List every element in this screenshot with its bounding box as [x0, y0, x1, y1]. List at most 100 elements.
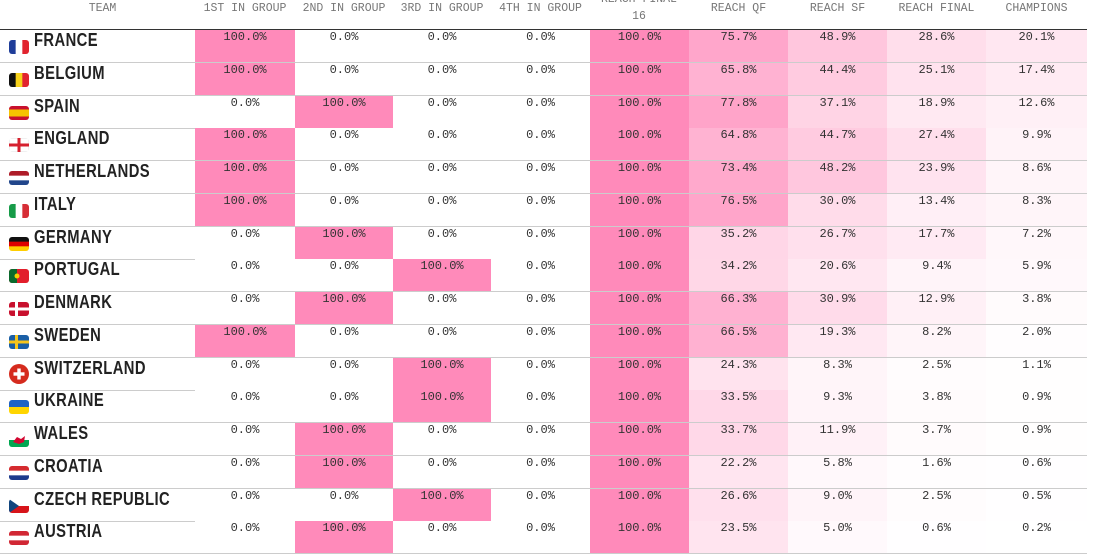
probability-cell: 100.0%	[295, 95, 393, 128]
probability-cell: 0.0%	[195, 488, 295, 521]
probability-cell: 18.9%	[887, 95, 986, 128]
probability-cell: 0.0%	[195, 292, 295, 324]
column-header: 4TH IN GROUP	[499, 2, 582, 15]
probability-cell: 77.8%	[689, 95, 788, 128]
probability-cell: 100.0%	[195, 128, 295, 161]
team-name: SPAIN	[34, 95, 81, 116]
column-header: 2ND IN GROUP	[302, 2, 386, 15]
flag-icon	[9, 302, 29, 316]
probability-cell: 24.3%	[689, 357, 788, 390]
probability-cell: 3.8%	[986, 292, 1087, 324]
probability-cell: 0.6%	[887, 521, 986, 554]
table-row: PORTUGAL 0.0% 0.0% 100.0% 0.0% 100.0% 34.2% 20.…	[0, 259, 1087, 293]
column-header: CHAMPIONS	[1005, 2, 1068, 15]
flag-icon	[9, 433, 29, 447]
probability-cell: 0.5%	[986, 488, 1087, 521]
flag-icon	[9, 138, 29, 153]
probability-cell: 8.6%	[986, 161, 1087, 193]
team-name: SWITZERLAND	[34, 357, 146, 378]
probability-cell: 100.0%	[590, 292, 689, 324]
probability-cell: 100.0%	[295, 423, 393, 455]
probability-cell: 0.0%	[491, 193, 590, 226]
probability-cell: 3.8%	[887, 390, 986, 423]
probability-cell: 19.3%	[788, 324, 887, 357]
probability-cell: 0.0%	[491, 161, 590, 193]
column-header: REACH FINAL 16	[601, 0, 677, 23]
probability-cell: 100.0%	[590, 423, 689, 455]
flag-icon	[9, 105, 29, 120]
probability-cell: 9.9%	[986, 128, 1087, 161]
probability-cell: 0.0%	[195, 95, 295, 128]
probability-cell: 100.0%	[590, 226, 689, 259]
probability-cell: 26.6%	[689, 488, 788, 521]
probability-cell: 0.0%	[393, 128, 491, 161]
probability-cell: 100.0%	[590, 488, 689, 521]
probability-cell: 26.7%	[788, 226, 887, 259]
probability-cell: 23.5%	[689, 521, 788, 554]
table-row: GERMANY 0.0% 100.0% 0.0% 0.0% 100.0% 35.2% 26.7…	[0, 226, 1087, 260]
probability-cell: 0.0%	[295, 259, 393, 292]
team-name: AUSTRIA	[34, 521, 103, 542]
column-header: 1ST IN GROUP	[203, 2, 287, 15]
probability-cell: 0.2%	[986, 521, 1087, 554]
probability-cell: 100.0%	[295, 521, 393, 554]
flag-icon	[9, 72, 29, 87]
probability-cell: 0.0%	[393, 521, 491, 554]
probability-cell: 28.6%	[887, 30, 986, 62]
probability-cell: 100.0%	[590, 259, 689, 292]
team-name: PORTUGAL	[34, 259, 121, 280]
table-row: FRANCE 100.0% 0.0% 0.0% 0.0% 100.0% 75.7% 48.9%…	[0, 30, 1087, 63]
column-header: REACH QF	[710, 2, 767, 15]
table-row: UKRAINE 0.0% 0.0% 100.0% 0.0% 100.0% 33.5% 9.3%…	[0, 390, 1087, 424]
probability-cell: 9.4%	[887, 259, 986, 292]
probability-cell: 1.1%	[986, 357, 1087, 390]
probability-cell: 0.0%	[295, 62, 393, 95]
probability-cell: 100.0%	[295, 455, 393, 488]
probability-cell: 100.0%	[590, 455, 689, 488]
probability-cell: 17.7%	[887, 226, 986, 259]
column-header: TEAM	[88, 2, 117, 15]
probability-cell: 100.0%	[393, 390, 491, 423]
probability-cell: 0.0%	[195, 357, 295, 390]
probability-cell: 22.2%	[689, 455, 788, 488]
probability-cell: 73.4%	[689, 161, 788, 193]
team-name: NETHERLANDS	[34, 161, 151, 181]
probability-cell: 48.2%	[788, 161, 887, 193]
flag-icon	[9, 269, 29, 284]
probability-cell: 100.0%	[195, 193, 295, 226]
flag-icon	[9, 498, 29, 513]
flag-icon	[9, 171, 29, 185]
probability-cell: 20.6%	[788, 259, 887, 292]
probability-cell: 66.3%	[689, 292, 788, 324]
probability-cell: 44.4%	[788, 62, 887, 95]
probability-cell: 12.6%	[986, 95, 1087, 128]
probability-cell: 30.9%	[788, 292, 887, 324]
table-row: SPAIN 0.0% 100.0% 0.0% 0.0% 100.0% 77.8% 37.1% 1…	[0, 95, 1087, 129]
flag-icon	[9, 334, 29, 349]
probability-cell: 0.0%	[491, 423, 590, 455]
probability-cell: 75.7%	[689, 30, 788, 62]
probability-cell: 0.0%	[491, 357, 590, 390]
probability-cell: 9.0%	[788, 488, 887, 521]
probability-cell: 8.3%	[986, 193, 1087, 226]
flag-icon	[9, 531, 29, 546]
probability-cell: 66.5%	[689, 324, 788, 357]
probability-cell: 0.0%	[491, 128, 590, 161]
column-header: REACH FINAL	[898, 2, 975, 15]
probability-cell: 8.2%	[887, 324, 986, 357]
probability-cell: 0.0%	[393, 292, 491, 324]
probability-cell: 2.5%	[887, 357, 986, 390]
probability-cell: 100.0%	[590, 193, 689, 226]
probability-cell: 0.0%	[393, 226, 491, 259]
probability-cell: 1.6%	[887, 455, 986, 488]
probability-cell: 0.0%	[295, 30, 393, 62]
team-name: DENMARK	[34, 292, 113, 312]
probability-cell: 100.0%	[195, 161, 295, 193]
probability-cell: 8.3%	[788, 357, 887, 390]
probability-cell: 5.0%	[788, 521, 887, 554]
probability-cell: 0.0%	[491, 62, 590, 95]
probability-cell: 0.0%	[195, 455, 295, 488]
flag-icon	[9, 203, 29, 218]
probability-cell: 100.0%	[590, 357, 689, 390]
